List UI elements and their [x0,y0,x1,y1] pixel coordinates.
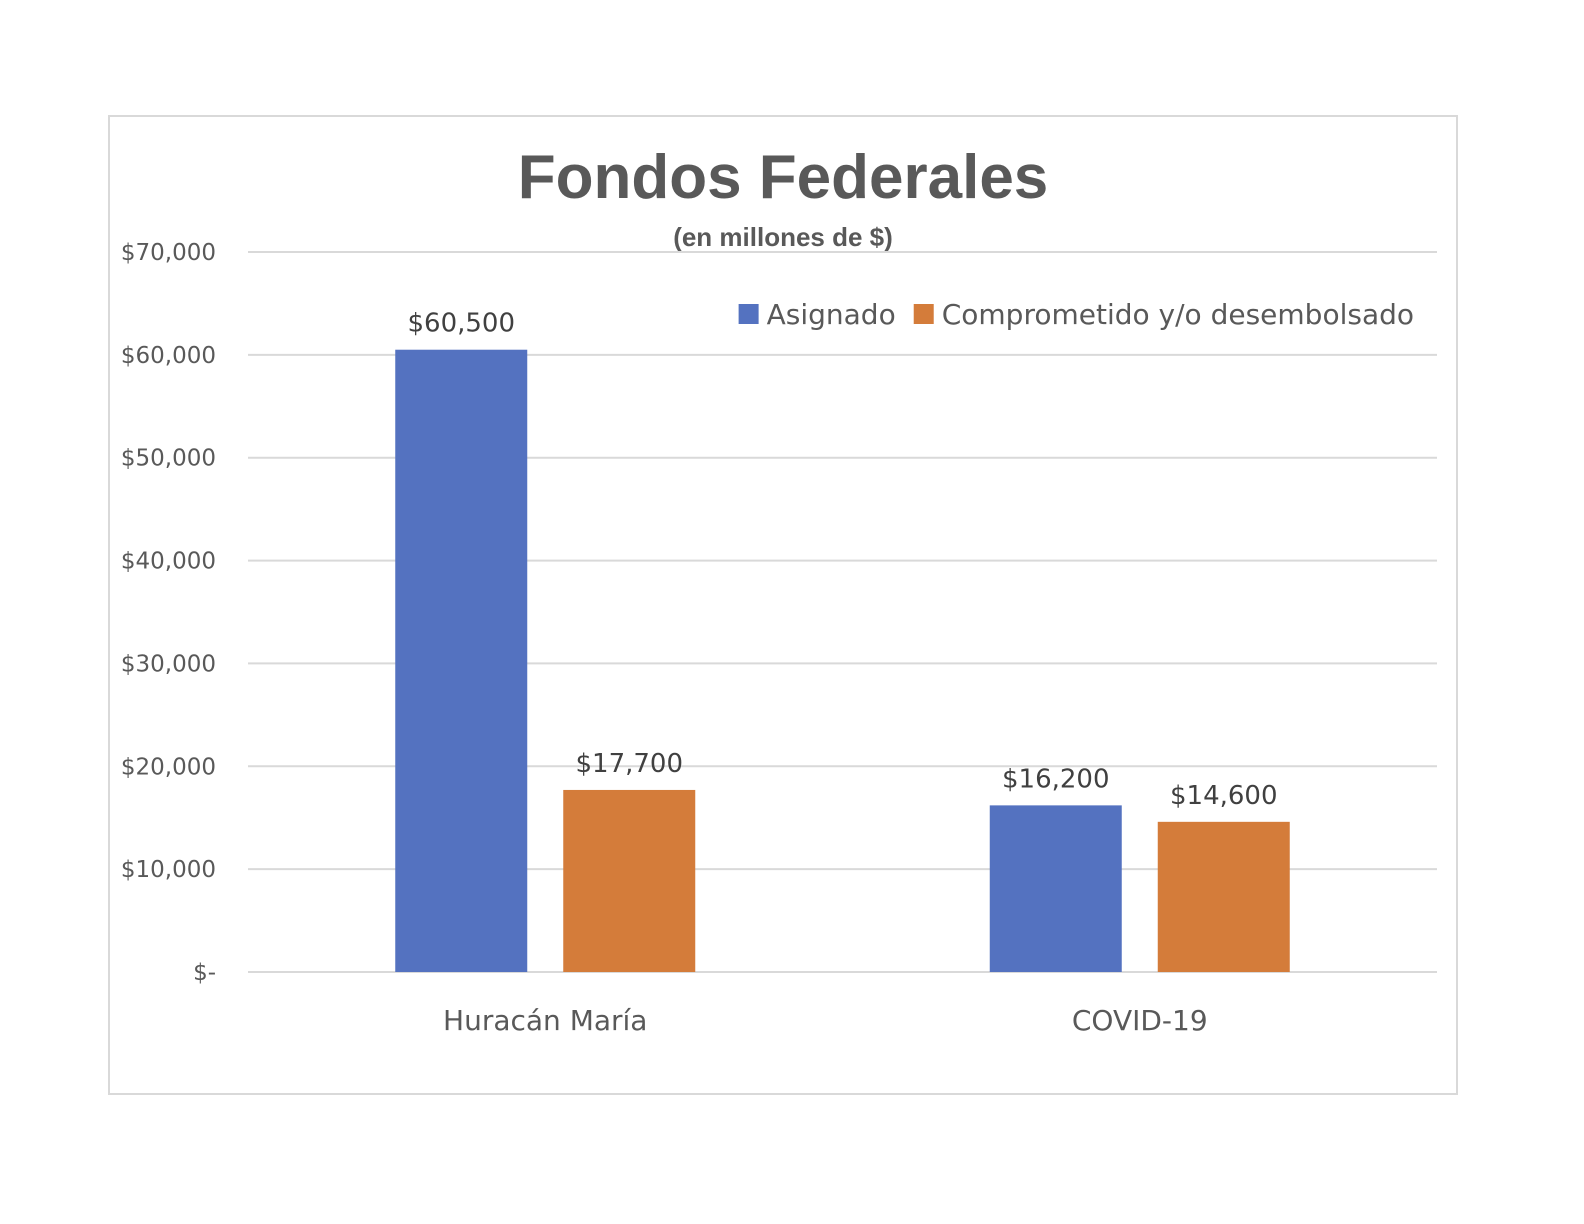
x-axis-categories: Huracán María COVID-19 [443,1004,1208,1037]
legend-label: Comprometido y/o desembolsado [942,298,1414,331]
bar [1157,821,1290,972]
legend-label: Asignado [767,298,896,331]
chart-title: Fondos Federales [518,143,1049,212]
data-labels: $60,500 $17,700 $16,200 $14,600 [407,309,1277,811]
legend: Comprometido y/o desembolsado Asignado [738,298,1414,331]
y-axis-ticks: $- $10,000 $20,000 $30,000 $40,000 $50,000 $60… [121,240,216,986]
legend-swatch [913,304,934,324]
y-tick-label: $30,000 [121,651,216,677]
y-tick-label: $50,000 [121,446,216,472]
bar [989,805,1122,972]
category-label: Huracán María [443,1004,647,1037]
y-tick-label: $60,000 [121,343,216,369]
y-tick-label: $10,000 [121,857,216,883]
legend-swatch [738,304,759,324]
data-label: $60,500 [407,309,515,339]
bars [395,349,1290,972]
data-label: $17,700 [575,749,683,779]
data-label: $14,600 [1170,781,1278,811]
y-tick-label: $20,000 [121,754,216,780]
y-tick-label: $- [193,960,216,986]
category-label: COVID-19 [1072,1004,1208,1037]
bar [395,349,528,972]
chart-subtitle: (en millones de $) [673,222,893,252]
y-tick-label: $40,000 [121,549,216,575]
bar [563,789,696,972]
y-tick-label: $70,000 [121,240,216,266]
data-label: $16,200 [1002,764,1110,794]
